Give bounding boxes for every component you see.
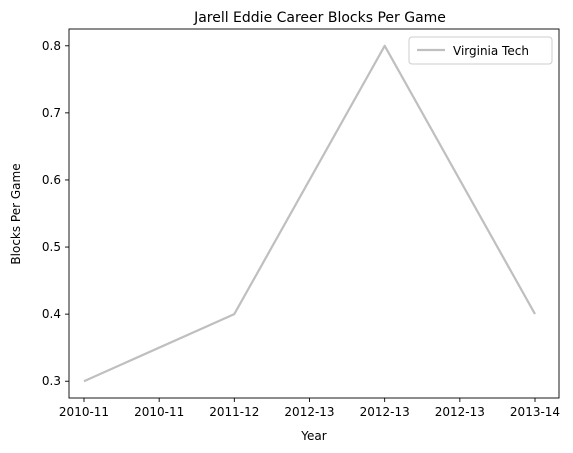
x-tick-label: 2012-13 xyxy=(435,405,485,419)
y-tick-label: 0.4 xyxy=(42,307,61,321)
series-line-virginia-tech xyxy=(83,44,536,383)
x-axis-label: Year xyxy=(300,429,326,443)
y-axis: 0.3 0.4 0.5 0.6 0.7 0.8 xyxy=(42,39,69,388)
x-tick-label: 2012-13 xyxy=(284,405,334,419)
plot-frame xyxy=(68,28,560,399)
x-tick-label: 2010-11 xyxy=(59,405,109,419)
y-axis-label: Blocks Per Game xyxy=(9,163,23,264)
legend: Virginia Tech xyxy=(408,36,553,65)
x-tick-label: 2010-11 xyxy=(134,405,184,419)
y-tick-label: 0.3 xyxy=(42,374,61,388)
legend-box xyxy=(408,36,553,65)
legend-label: Virginia Tech xyxy=(453,44,529,58)
y-tick-label: 0.8 xyxy=(42,39,61,53)
y-tick-label: 0.5 xyxy=(42,240,61,254)
x-tick-label: 2013-14 xyxy=(510,405,560,419)
chart-title: Jarell Eddie Career Blocks Per Game xyxy=(193,10,446,26)
x-tick-label: 2011-12 xyxy=(209,405,259,419)
plot-area xyxy=(83,44,536,383)
y-tick-label: 0.7 xyxy=(42,106,61,120)
y-tick-label: 0.6 xyxy=(42,173,61,187)
x-tick-label: 2012-13 xyxy=(360,405,410,419)
x-axis: 2010-11 2010-11 2011-12 2012-13 2012-13 2012-… xyxy=(59,398,560,419)
